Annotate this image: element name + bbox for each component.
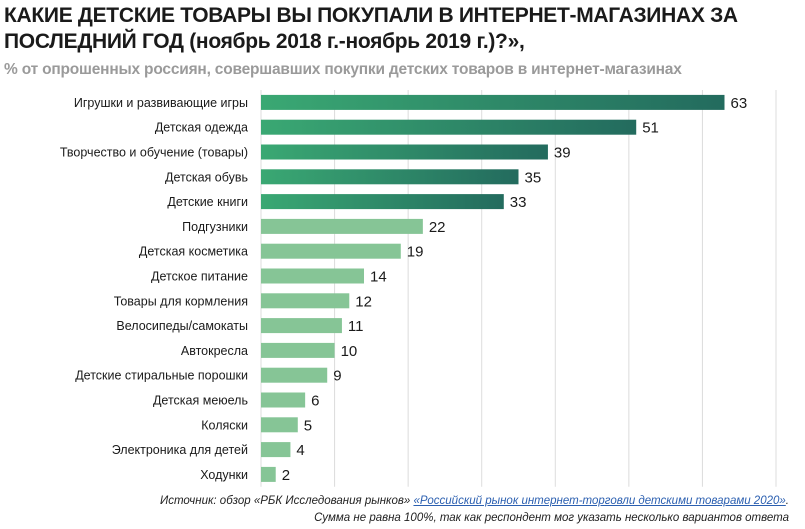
value-label: 6 [311,393,319,410]
category-label: Детское питание [151,270,248,284]
bar [261,268,364,284]
bar [261,318,342,334]
bar [261,342,335,358]
value-label: 4 [296,442,304,459]
value-label: 35 [525,169,542,186]
source-prefix: Источник: обзор «РБК Исследования рынков… [160,495,414,507]
value-label: 11 [348,318,364,335]
category-label: Игрушки и развивающие игры [74,96,248,110]
category-label: Велосипеды/самокаты [116,319,248,333]
value-label: 33 [510,194,527,211]
chart-subtitle: % от опрошенных россиян, совершавших пок… [4,61,682,78]
bars [261,94,725,482]
category-label: Детская косметика [139,245,248,259]
bar [261,367,328,383]
value-label: 22 [429,219,446,236]
source-note: Источник: обзор «РБК Исследования рынков… [160,495,789,507]
bar [261,119,637,135]
bar [261,169,519,185]
category-label: Электроника для детей [112,443,248,457]
category-label: Детская меюель [153,394,248,408]
category-label: Ходунки [200,468,248,482]
chart-title: КАКИЕ ДЕТСКИЕ ТОВАРЫ ВЫ ПОКУПАЛИ В ИНТЕР… [4,4,738,53]
value-label: 9 [333,368,341,385]
category-label: Детская обувь [165,170,248,184]
category-label: Подгузники [182,220,248,234]
bar [261,417,298,433]
category-labels: Игрушки и развивающие игры Детская одежда… [60,96,248,482]
bar [261,194,504,210]
value-label: 2 [282,467,290,484]
source-link[interactable]: «Российский рынок интернет-торговли детс… [413,495,786,507]
value-label: 19 [407,244,424,261]
footnote: Сумма не равна 100%, так как респондент … [314,512,789,524]
bar [261,293,350,309]
bar [261,442,291,458]
category-label: Детские книги [167,195,248,209]
category-label: Детская одежда [155,121,248,135]
value-label: 10 [341,343,358,360]
category-label: Товары для кормления [114,294,248,308]
bar [261,94,725,110]
category-label: Автокресла [181,344,248,358]
bar [261,243,401,259]
value-label: 14 [370,269,387,286]
bar [261,466,276,482]
value-label: 39 [554,145,571,162]
bar [261,218,423,234]
value-label: 63 [731,95,748,112]
category-label: Детские стиральные порошки [75,369,248,383]
category-label: Коляски [201,418,248,432]
value-label: 51 [642,120,659,137]
bar [261,392,306,408]
value-label: 5 [304,417,312,434]
category-label: Творчество и обучение (товары) [60,146,248,160]
bar [261,144,548,160]
source-suffix: . [785,495,789,507]
value-label: 12 [355,293,372,310]
